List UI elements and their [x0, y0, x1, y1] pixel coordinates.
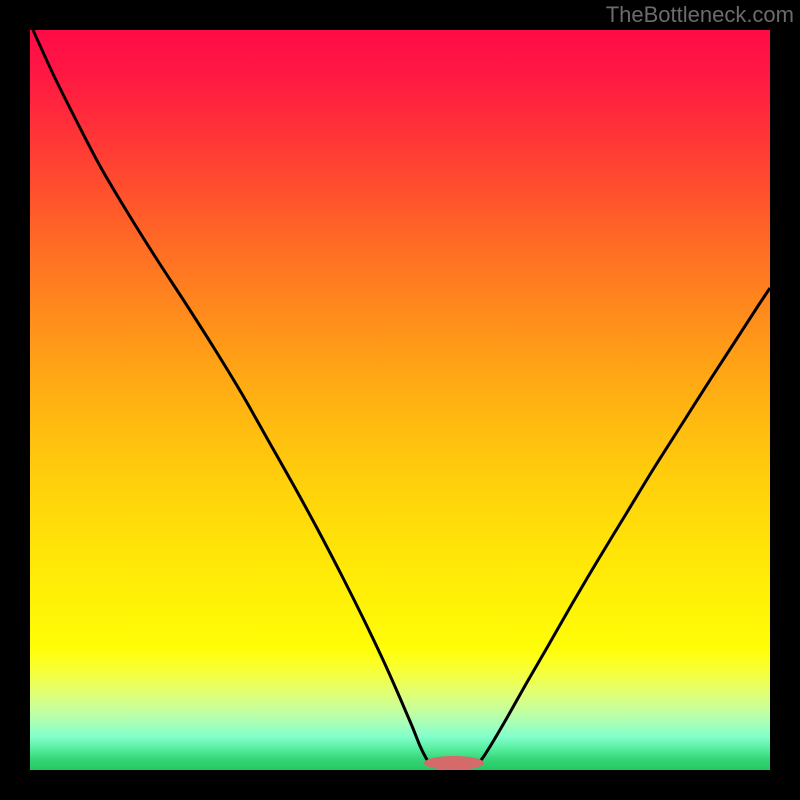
chart-container: { "watermark": { "text": "TheBottleneck.… [0, 0, 800, 800]
bottleneck-chart [0, 0, 800, 800]
trough-marker [424, 756, 484, 770]
watermark-text: TheBottleneck.com [606, 2, 794, 28]
plot-gradient-background [30, 30, 770, 770]
